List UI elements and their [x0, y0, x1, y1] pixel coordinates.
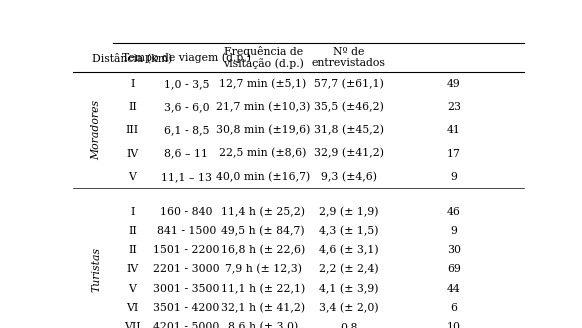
- Text: 3,6 - 6,0: 3,6 - 6,0: [164, 102, 209, 112]
- Text: 4,6 (± 3,1): 4,6 (± 3,1): [319, 245, 379, 256]
- Text: 32,1 h (± 41,2): 32,1 h (± 41,2): [221, 303, 305, 313]
- Text: 32,9 (±41,2): 32,9 (±41,2): [314, 148, 384, 159]
- Text: 30,8 min (±19,6): 30,8 min (±19,6): [216, 125, 310, 135]
- Text: Tempo de viagem (d.p.): Tempo de viagem (d.p.): [122, 52, 251, 63]
- Text: 22,5 min (±8,6): 22,5 min (±8,6): [219, 148, 307, 159]
- Text: 30: 30: [447, 245, 461, 255]
- Text: 4,1 (± 3,9): 4,1 (± 3,9): [319, 283, 378, 294]
- Text: 41: 41: [447, 125, 461, 135]
- Text: 49: 49: [447, 79, 461, 89]
- Text: 31,8 (±45,2): 31,8 (±45,2): [314, 125, 384, 135]
- Text: Nº de
entrevistados: Nº de entrevistados: [312, 47, 386, 69]
- Text: 49,5 h (± 84,7): 49,5 h (± 84,7): [221, 226, 305, 236]
- Text: 7,9 h (± 12,3): 7,9 h (± 12,3): [225, 264, 301, 275]
- Text: II: II: [128, 226, 137, 236]
- Text: 12,7 min (±5,1): 12,7 min (±5,1): [219, 79, 307, 89]
- Text: VII: VII: [124, 322, 141, 328]
- Text: 0,8: 0,8: [340, 322, 357, 328]
- Text: 4,3 (± 1,5): 4,3 (± 1,5): [319, 226, 378, 236]
- Text: 9: 9: [450, 172, 457, 182]
- Text: 9,3 (±4,6): 9,3 (±4,6): [321, 172, 377, 182]
- Text: 9: 9: [450, 226, 457, 236]
- Text: I: I: [130, 207, 134, 217]
- Text: 841 - 1500: 841 - 1500: [157, 226, 216, 236]
- Text: III: III: [126, 125, 139, 135]
- Text: 21,7 min (±10,3): 21,7 min (±10,3): [216, 102, 310, 112]
- Text: Frequência de
visitação (d.p.): Frequência de visitação (d.p.): [223, 46, 304, 70]
- Text: 44: 44: [447, 284, 461, 294]
- Text: 69: 69: [447, 264, 461, 275]
- Text: 57,7 (±61,1): 57,7 (±61,1): [314, 79, 384, 89]
- Text: Distância (km): Distância (km): [92, 52, 172, 63]
- Text: 23: 23: [447, 102, 461, 112]
- Text: 6,1 - 8,5: 6,1 - 8,5: [164, 125, 209, 135]
- Text: 3001 - 3500: 3001 - 3500: [153, 284, 219, 294]
- Text: 1501 - 2200: 1501 - 2200: [153, 245, 219, 255]
- Text: 3501 - 4200: 3501 - 4200: [153, 303, 219, 313]
- Text: 11,4 h (± 25,2): 11,4 h (± 25,2): [221, 207, 305, 217]
- Text: 40,0 min (±16,7): 40,0 min (±16,7): [216, 172, 310, 182]
- Text: 16,8 h (± 22,6): 16,8 h (± 22,6): [221, 245, 305, 256]
- Text: 6: 6: [450, 303, 457, 313]
- Text: IV: IV: [126, 264, 139, 275]
- Text: Moradores: Moradores: [91, 100, 101, 160]
- Text: IV: IV: [126, 149, 139, 158]
- Text: 17: 17: [447, 149, 461, 158]
- Text: 2201 - 3000: 2201 - 3000: [153, 264, 220, 275]
- Text: 160 - 840: 160 - 840: [160, 207, 212, 217]
- Text: I: I: [130, 79, 134, 89]
- Text: 11,1 – 13: 11,1 – 13: [161, 172, 212, 182]
- Text: 2,9 (± 1,9): 2,9 (± 1,9): [319, 207, 378, 217]
- Text: Turistas: Turistas: [91, 247, 101, 292]
- Text: 1,0 - 3,5: 1,0 - 3,5: [164, 79, 209, 89]
- Text: VI: VI: [126, 303, 139, 313]
- Text: 35,5 (±46,2): 35,5 (±46,2): [314, 102, 384, 112]
- Text: 2,2 (± 2,4): 2,2 (± 2,4): [319, 264, 379, 275]
- Text: 3,4 (± 2,0): 3,4 (± 2,0): [319, 303, 379, 313]
- Text: V: V: [129, 284, 136, 294]
- Text: 8,6 h (± 3,0): 8,6 h (± 3,0): [228, 322, 298, 328]
- Text: 10: 10: [447, 322, 461, 328]
- Text: 4201 - 5000: 4201 - 5000: [153, 322, 219, 328]
- Text: 46: 46: [447, 207, 461, 217]
- Text: 11,1 h (± 22,1): 11,1 h (± 22,1): [221, 283, 305, 294]
- Text: II: II: [128, 245, 137, 255]
- Text: 8,6 – 11: 8,6 – 11: [164, 149, 208, 158]
- Text: II: II: [128, 102, 137, 112]
- Text: V: V: [129, 172, 136, 182]
